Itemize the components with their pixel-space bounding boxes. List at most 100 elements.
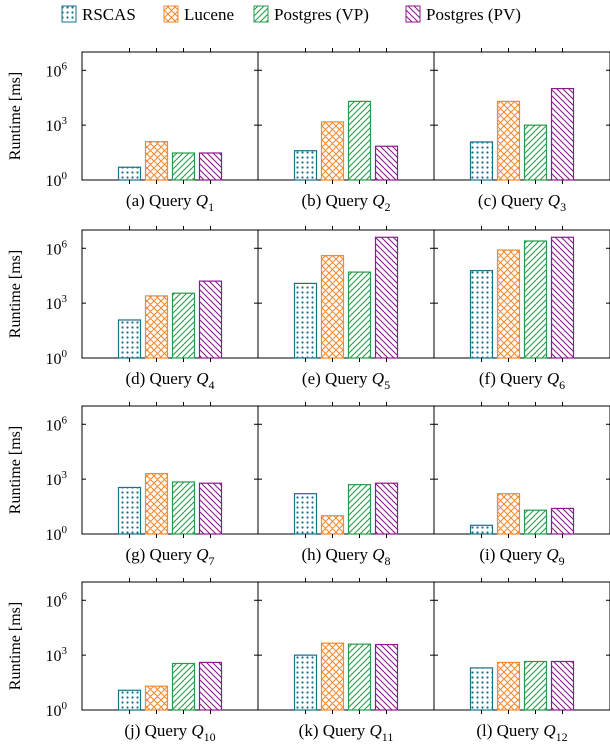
- bar: [523, 660, 548, 711]
- y-tick-label: 103: [46, 469, 68, 489]
- legend-item-rscas: RSCAS: [61, 5, 136, 24]
- legend-swatch-postgres-vp: [253, 5, 269, 23]
- bar: [550, 236, 575, 359]
- bar: [469, 524, 494, 535]
- bar: [117, 689, 142, 711]
- panel-caption-subscript: 1: [208, 200, 214, 214]
- bar: [198, 661, 223, 711]
- panel-frame: [257, 51, 435, 181]
- panel-caption-subscript: 7: [209, 554, 215, 568]
- y-tick-exponent: 0: [62, 348, 68, 360]
- panel-caption-subscript: 12: [556, 730, 568, 744]
- panel-caption-prefix: (g) Query: [125, 545, 196, 564]
- chart-panel: (g) Query Q7: [81, 402, 259, 568]
- bar: [374, 643, 399, 711]
- y-tick-base: 10: [46, 241, 62, 258]
- bar: [347, 643, 372, 711]
- y-tick-base: 10: [46, 63, 62, 80]
- panel-caption: (i) Query Q9: [479, 545, 564, 568]
- bar: [293, 493, 318, 535]
- panel-caption-q: Q: [196, 369, 208, 388]
- y-tick-label: 100: [46, 524, 68, 544]
- y-tick-label: 103: [46, 293, 68, 313]
- panel-caption-q: Q: [369, 721, 381, 740]
- panel-frame: [81, 229, 259, 359]
- y-tick-label: 106: [46, 238, 68, 258]
- y-tick-exponent: 6: [62, 60, 68, 72]
- y-tick-exponent: 6: [62, 590, 68, 602]
- panel-caption-q: Q: [548, 191, 560, 210]
- bar: [550, 87, 575, 181]
- panel-caption-prefix: (h) Query: [301, 545, 372, 564]
- panel-caption-q: Q: [543, 721, 555, 740]
- panel-caption: (e) Query Q5: [302, 369, 390, 392]
- panel-caption: (j) Query Q10: [124, 721, 215, 744]
- bar: [144, 473, 169, 535]
- y-axis-label: Runtime [ms]: [7, 426, 24, 514]
- bar: [144, 685, 169, 711]
- legend-item-postgres-pv: Postgres (PV): [405, 5, 521, 24]
- bar: [171, 292, 196, 359]
- panel-frame: [433, 229, 610, 359]
- panel-caption-prefix: (c) Query: [478, 191, 548, 210]
- bar: [171, 662, 196, 711]
- panel-caption-q: Q: [196, 545, 208, 564]
- panel-caption: (c) Query Q3: [478, 191, 566, 214]
- y-tick-label: 103: [46, 645, 68, 665]
- panel-caption-q: Q: [196, 191, 208, 210]
- y-tick-exponent: 3: [62, 645, 68, 657]
- bar: [347, 100, 372, 181]
- panel-caption-prefix: (a) Query: [126, 191, 196, 210]
- bar: [198, 482, 223, 535]
- panel-caption-subscript: 4: [209, 378, 215, 392]
- panel-frame: [81, 51, 259, 181]
- y-tick-base: 10: [46, 593, 62, 610]
- bar: [144, 141, 169, 181]
- bar: [320, 121, 345, 181]
- bar: [374, 145, 399, 181]
- panel-caption-prefix: (i) Query: [479, 545, 546, 564]
- bar: [320, 515, 345, 535]
- bar: [496, 249, 521, 359]
- bar: [198, 280, 223, 359]
- y-axis-label: Runtime [ms]: [7, 250, 24, 338]
- panel-frame: [433, 581, 610, 711]
- bar: [496, 100, 521, 181]
- y-tick-label: 100: [46, 348, 68, 368]
- legend-label-postgres-pv: Postgres (PV): [426, 5, 521, 24]
- chart-panel: (c) Query Q3: [433, 48, 610, 214]
- panel-caption-prefix: (l) Query: [476, 721, 543, 740]
- chart-panel: (h) Query Q8: [257, 402, 435, 568]
- panel-frame: [257, 405, 435, 535]
- panel-caption-subscript: 10: [204, 730, 216, 744]
- y-axis-label: Runtime [ms]: [7, 72, 24, 160]
- bar: [347, 271, 372, 359]
- y-tick-exponent: 3: [62, 293, 68, 305]
- y-tick-label: 106: [46, 60, 68, 80]
- panel-caption-q: Q: [546, 545, 558, 564]
- bar: [469, 270, 494, 359]
- bar: [374, 482, 399, 535]
- bar: [550, 507, 575, 535]
- panel-caption-subscript: 3: [560, 200, 566, 214]
- panel-caption-subscript: 6: [559, 378, 565, 392]
- chart-panel: (e) Query Q5: [257, 226, 435, 392]
- y-tick-base: 10: [46, 527, 62, 544]
- bar: [293, 150, 318, 181]
- bar: [293, 654, 318, 711]
- bar: [374, 236, 399, 359]
- legend-item-postgres-vp: Postgres (VP): [253, 5, 369, 24]
- panel-caption-q: Q: [372, 191, 384, 210]
- panel-caption-q: Q: [372, 369, 384, 388]
- panel-frame: [433, 51, 610, 181]
- bar: [523, 124, 548, 181]
- bar: [496, 661, 521, 711]
- panel-caption: (l) Query Q12: [476, 721, 567, 744]
- y-tick-base: 10: [46, 173, 62, 190]
- panel-caption: (g) Query Q7: [125, 545, 214, 568]
- legend-label-rscas: RSCAS: [82, 5, 136, 24]
- chart-panel: (a) Query Q1: [81, 48, 259, 214]
- legend-swatch-lucene: [163, 5, 179, 23]
